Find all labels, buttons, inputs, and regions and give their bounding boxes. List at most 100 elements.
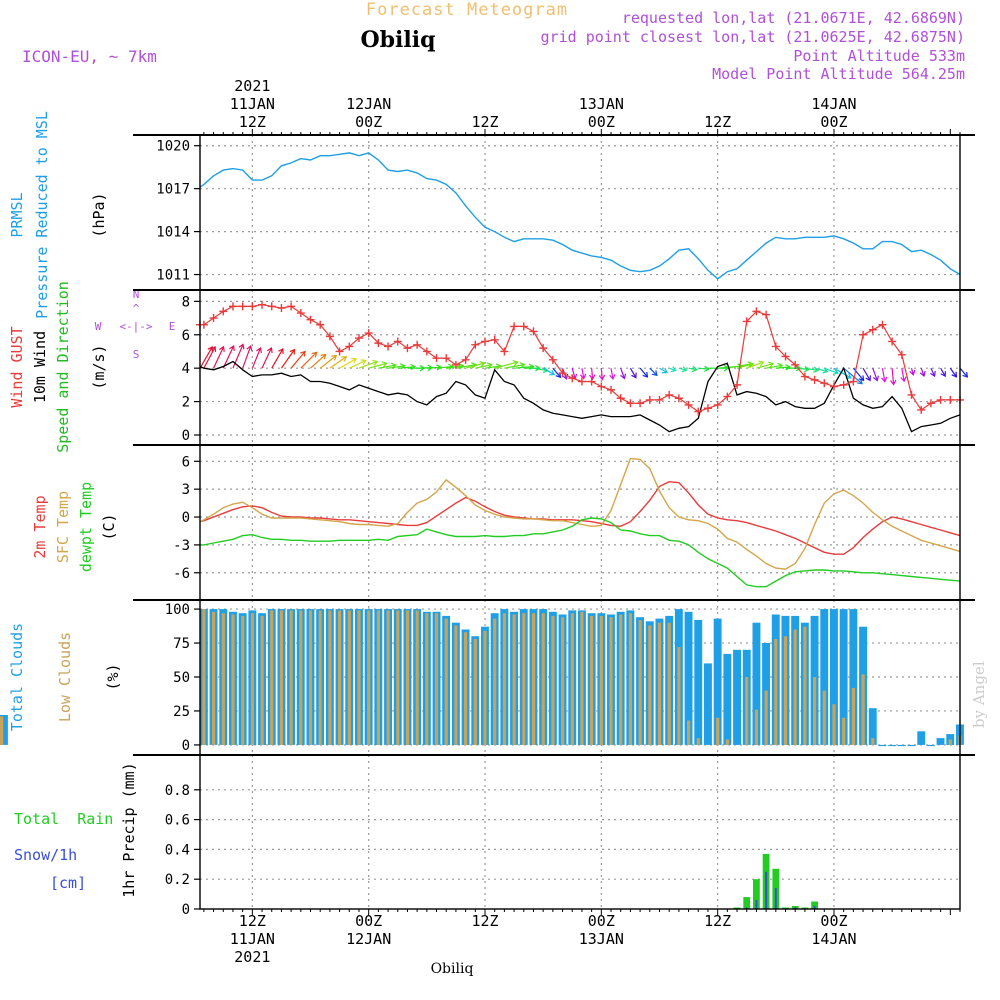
- wind-direction-arrow: [446, 365, 464, 369]
- wind-gust-marker: [500, 347, 509, 356]
- top-time-label: 11JAN: [230, 95, 275, 113]
- wind-direction-arrow: [290, 351, 306, 369]
- precip-ytick-label: 0.4: [165, 842, 190, 858]
- wind-gust-marker: [287, 302, 296, 311]
- wind-direction-arrow: [766, 364, 783, 369]
- total-clouds-bar: [897, 744, 906, 747]
- pressure-ytick-label: 1014: [156, 225, 190, 241]
- wind-direction-arrowhead: [598, 374, 606, 381]
- precip-ytick-label: 0.8: [165, 783, 190, 799]
- wind-direction-arrow: [610, 368, 614, 380]
- total-clouds-bar: [733, 649, 741, 745]
- temp-label-2m: 2m Temp: [31, 495, 49, 558]
- wind-direction-arrowhead: [768, 361, 775, 368]
- bottom-time-label: 2021: [234, 948, 270, 966]
- wind-direction-arrowhead: [278, 347, 284, 354]
- wind-direction-arrow: [804, 367, 819, 372]
- wind-direction-arrowhead: [609, 374, 616, 381]
- wind-gust-marker: [868, 325, 877, 334]
- wind-gust-marker: [209, 314, 218, 323]
- total-clouds-bar: [752, 622, 761, 745]
- bottom-time-label: 12Z: [471, 912, 498, 930]
- wind-direction-arrow: [358, 360, 378, 369]
- low-clouds-bar: [396, 610, 400, 745]
- wind-direction-arrow: [891, 368, 895, 385]
- wind-direction-arrowhead: [448, 363, 454, 371]
- wind-direction-arrowhead: [246, 344, 253, 352]
- snow-bar: [813, 906, 816, 909]
- wind-gust-marker: [878, 320, 887, 329]
- wind-gust-marker: [577, 377, 586, 386]
- wind-gust-marker: [568, 374, 577, 383]
- wind-gust-marker: [345, 342, 354, 351]
- requested-coords: requested lon,lat (21.0671E, 42.6869N): [622, 9, 965, 27]
- wind-direction-arrow: [620, 367, 626, 379]
- wind-direction-arrow: [552, 367, 561, 378]
- wind-direction-arrow: [378, 364, 396, 369]
- rain-bar: [733, 907, 741, 909]
- clouds-label-low: Low Clouds: [56, 632, 74, 722]
- wind-direction-arrow: [600, 368, 603, 380]
- bottom-time-label: 12Z: [239, 912, 266, 930]
- wind-direction-arrow: [300, 352, 317, 369]
- wind-gust-marker: [432, 354, 441, 363]
- precip-legend-rain: Total Rain: [14, 810, 113, 828]
- total-clouds-bar: [684, 611, 693, 745]
- wind-direction-arrow: [533, 367, 548, 372]
- wind-gust-marker: [723, 392, 732, 401]
- wind-gust-marker: [839, 380, 848, 389]
- low-clouds-bar: [822, 690, 826, 745]
- wind-gust-marker: [277, 304, 286, 313]
- top-time-label: 00Z: [588, 113, 615, 131]
- wind-direction-arrowhead: [289, 348, 296, 355]
- temperature-ytick-label: 6: [182, 454, 190, 470]
- low-clouds-bar: [754, 709, 758, 745]
- wind-direction-arrowhead: [651, 370, 658, 377]
- top-time-label: 14JAN: [811, 95, 856, 113]
- wind-frame: [199, 289, 961, 446]
- low-clouds-bar: [221, 613, 225, 745]
- low-clouds-bar: [415, 610, 419, 745]
- low-clouds-bar: [793, 629, 797, 745]
- top-time-label: 13JAN: [579, 95, 624, 113]
- wind-label-unit: (m/s): [90, 344, 108, 389]
- wind-direction-arrow: [514, 365, 534, 369]
- low-clouds-bar: [948, 739, 952, 745]
- wind-direction-arrow: [872, 367, 878, 381]
- wind-direction-arrow: [668, 367, 676, 372]
- top-time-label: 12Z: [239, 113, 266, 131]
- wind-gust-marker: [616, 394, 625, 403]
- footer-location: Obiliq: [431, 961, 474, 977]
- pressure-label-prmsl: PRMSL: [8, 192, 26, 237]
- wind-gust-marker: [384, 342, 393, 351]
- wind-gust-marker: [325, 332, 334, 341]
- clouds-ytick-label: 100: [165, 602, 190, 618]
- total-clouds-bar: [723, 653, 732, 745]
- wind-direction-arrowhead: [549, 369, 556, 376]
- low-clouds-bar: [512, 614, 516, 745]
- low-clouds-bar: [783, 636, 788, 745]
- low-clouds-bar: [376, 610, 380, 745]
- wind-direction-arrowhead: [930, 371, 936, 378]
- total-clouds-bar: [704, 663, 712, 745]
- total-clouds-bar: [878, 744, 887, 747]
- wind-direction-arrowhead: [704, 365, 710, 372]
- wind-direction-arrowhead: [535, 364, 541, 372]
- low-clouds-bar: [764, 690, 768, 745]
- bottom-time-label: 00Z: [355, 912, 382, 930]
- wind-direction-arrowhead: [210, 345, 217, 353]
- low-clouds-bar: [590, 615, 594, 745]
- bottom-time-label: 13JAN: [579, 930, 624, 948]
- low-clouds-bar: [0, 716, 4, 745]
- location-title: Obiliq: [360, 27, 435, 53]
- temperature-frame: [199, 444, 961, 601]
- low-clouds-bar: [725, 739, 729, 745]
- wind-direction-arrow: [222, 345, 235, 369]
- wind-gust-marker: [713, 400, 722, 409]
- wind-direction-arrow: [199, 346, 213, 369]
- wind-gust-marker: [597, 382, 606, 391]
- wind-direction-arrow: [455, 364, 477, 369]
- top-time-label: 12Z: [471, 113, 498, 131]
- bottom-time-label: 00Z: [588, 912, 615, 930]
